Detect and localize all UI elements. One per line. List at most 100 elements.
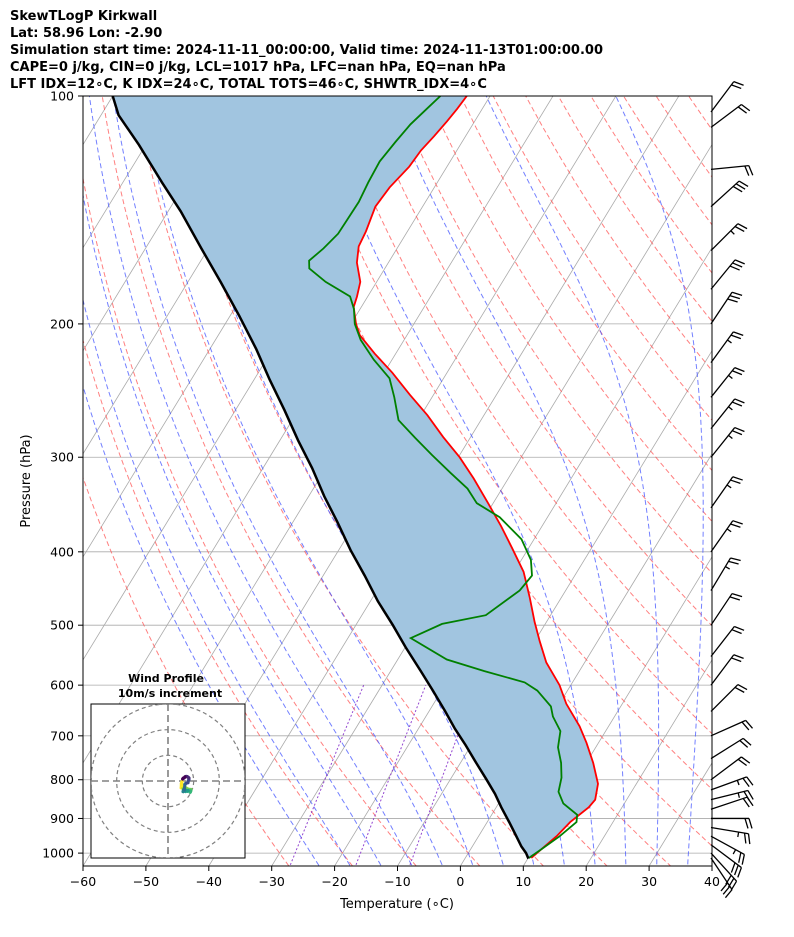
dry-adiabat: [101, 96, 481, 866]
barb-feather: [727, 877, 735, 888]
wind-barb: [710, 476, 743, 509]
convective-parameters-line: CAPE=0 j/kg, CIN=0 j/kg, LCL=1017 hPa, L…: [10, 60, 506, 75]
wind-barb: [710, 331, 744, 364]
barb-half-feather: [730, 230, 735, 235]
y-tick-label: 800: [50, 772, 74, 787]
barb-half-feather: [736, 780, 740, 786]
barb-staff: [710, 164, 749, 171]
barb-feather: [722, 885, 731, 895]
barb-staff: [710, 259, 736, 290]
barb-feather: [732, 520, 743, 525]
y-axis-label: Pressure (hPa): [19, 434, 34, 527]
barb-staff: [710, 291, 733, 325]
barb-staff: [710, 719, 746, 737]
dewpoint-line: [308, 96, 579, 859]
wind-barb: [710, 857, 733, 899]
barb-half-feather: [726, 528, 732, 533]
isotherm-20: [585, 659, 712, 866]
wind-barb: [710, 826, 751, 845]
dry-adiabat: [83, 338, 354, 866]
barb-feather: [746, 776, 754, 786]
wind-barb: [710, 223, 748, 251]
barb-staff: [710, 104, 742, 128]
barb-feather: [748, 818, 753, 829]
barb-feather: [729, 596, 741, 601]
barb-feather: [745, 719, 754, 729]
location-line: Lat: 58.96 Lon: -2.90: [10, 26, 163, 41]
barb-staff: [710, 427, 736, 458]
isotherm--120: [83, 96, 177, 249]
barb-feather: [734, 686, 745, 693]
barb-feather: [737, 106, 747, 114]
barb-feather: [743, 791, 750, 801]
barb-staff: [710, 331, 734, 364]
barb-feather: [733, 654, 744, 659]
barb-feather: [737, 223, 748, 230]
x-tick-label: −60: [70, 874, 96, 889]
barb-staff: [710, 593, 733, 626]
moist-adiabat: [112, 96, 444, 866]
y-tick-label: 300: [50, 450, 74, 465]
wind-barb: [710, 104, 751, 128]
barb-feather: [732, 476, 743, 481]
barb-staff: [710, 81, 735, 113]
moist-adiabat: [139, 96, 474, 866]
barb-feather: [731, 657, 742, 663]
barb-feather: [743, 832, 747, 844]
barb-staff: [710, 789, 749, 801]
wind-barb: [710, 625, 745, 657]
wind-barb: [710, 684, 748, 712]
dry-adiabat: [622, 96, 712, 226]
wind-barb: [710, 654, 744, 686]
barb-feather: [733, 864, 739, 876]
wind-barb: [710, 259, 745, 290]
barb-half-feather: [726, 484, 732, 489]
moist-adiabat: [88, 96, 413, 866]
barb-staff: [710, 684, 739, 712]
isotherm--20: [334, 246, 712, 866]
x-tick-label: −10: [384, 874, 410, 889]
barb-feather: [734, 367, 745, 373]
wind-barb: [710, 426, 745, 458]
wind-barb: [710, 291, 743, 325]
barb-feather: [725, 874, 732, 885]
x-axis-label: Temperature (∘C): [339, 897, 454, 912]
barb-feather: [731, 401, 743, 407]
barb-feather: [738, 180, 749, 188]
moist-adiabat: [312, 96, 596, 866]
barb-feather: [731, 84, 742, 90]
inset-plot: [91, 704, 245, 858]
wind-barb: [710, 796, 754, 810]
barb-feather: [734, 259, 745, 265]
barb-staff: [710, 367, 736, 398]
moist-adiabat: [171, 96, 505, 866]
y-tick-label: 700: [50, 728, 74, 743]
barb-feather: [741, 104, 751, 112]
barb-staff: [710, 737, 744, 760]
barb-staff: [710, 476, 734, 509]
barb-feather: [734, 398, 745, 404]
wind-barb: [710, 180, 749, 208]
wind-barb: [710, 852, 738, 891]
barb-staff: [710, 180, 740, 208]
wind-barbs: [710, 81, 754, 899]
wind-barb: [710, 164, 754, 176]
y-tick-label: 400: [50, 544, 74, 559]
y-tick-label: 500: [50, 618, 74, 633]
dry-adiabat: [329, 96, 712, 680]
moist-adiabat: [83, 297, 351, 866]
dry-adiabat: [297, 96, 712, 735]
barb-staff: [710, 776, 747, 791]
barb-staff: [710, 835, 745, 856]
isotherm-40: [711, 865, 712, 866]
barb-staff: [710, 857, 733, 890]
barb-staff: [710, 844, 742, 869]
y-tick-label: 100: [50, 89, 74, 104]
profile-lines: [111, 96, 599, 860]
x-tick-label: 10: [515, 874, 531, 889]
barb-feather: [737, 684, 748, 691]
barb-feather: [732, 185, 743, 193]
wind-barb: [710, 844, 743, 878]
wind-barb: [711, 817, 753, 829]
dry-adiabat: [83, 476, 290, 866]
